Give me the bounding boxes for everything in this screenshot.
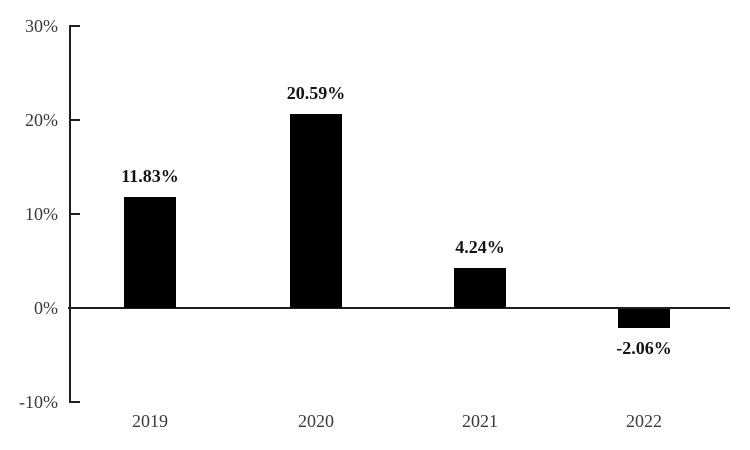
x-axis-baseline <box>68 307 730 309</box>
bar-2020 <box>290 114 342 308</box>
value-label-2019: 11.83% <box>121 165 179 186</box>
y-axis-line <box>69 25 71 403</box>
value-label-2020: 20.59% <box>286 83 346 104</box>
y-tick-30 <box>71 25 80 27</box>
y-tick-20 <box>71 119 80 121</box>
y-tick-label-20: 20% <box>25 110 58 130</box>
y-tick--10 <box>71 401 80 403</box>
x-label-2019: 2019 <box>132 411 168 431</box>
bar-2019 <box>124 196 176 308</box>
x-label-2022: 2022 <box>626 411 662 431</box>
y-tick-label--10: -10% <box>19 392 58 412</box>
y-tick-0 <box>71 307 80 309</box>
bar-2022 <box>618 309 670 329</box>
x-label-2020: 2020 <box>298 411 334 431</box>
bar-2021 <box>454 268 506 308</box>
x-label-2021: 2021 <box>462 411 498 431</box>
y-tick-label-30: 30% <box>25 16 58 36</box>
y-tick-label-10: 10% <box>25 204 58 224</box>
y-tick-10 <box>71 213 80 215</box>
value-label-2021: 4.24% <box>455 237 505 258</box>
y-tick-label-0: 0% <box>34 298 58 318</box>
value-label-2022: -2.06% <box>616 338 672 359</box>
